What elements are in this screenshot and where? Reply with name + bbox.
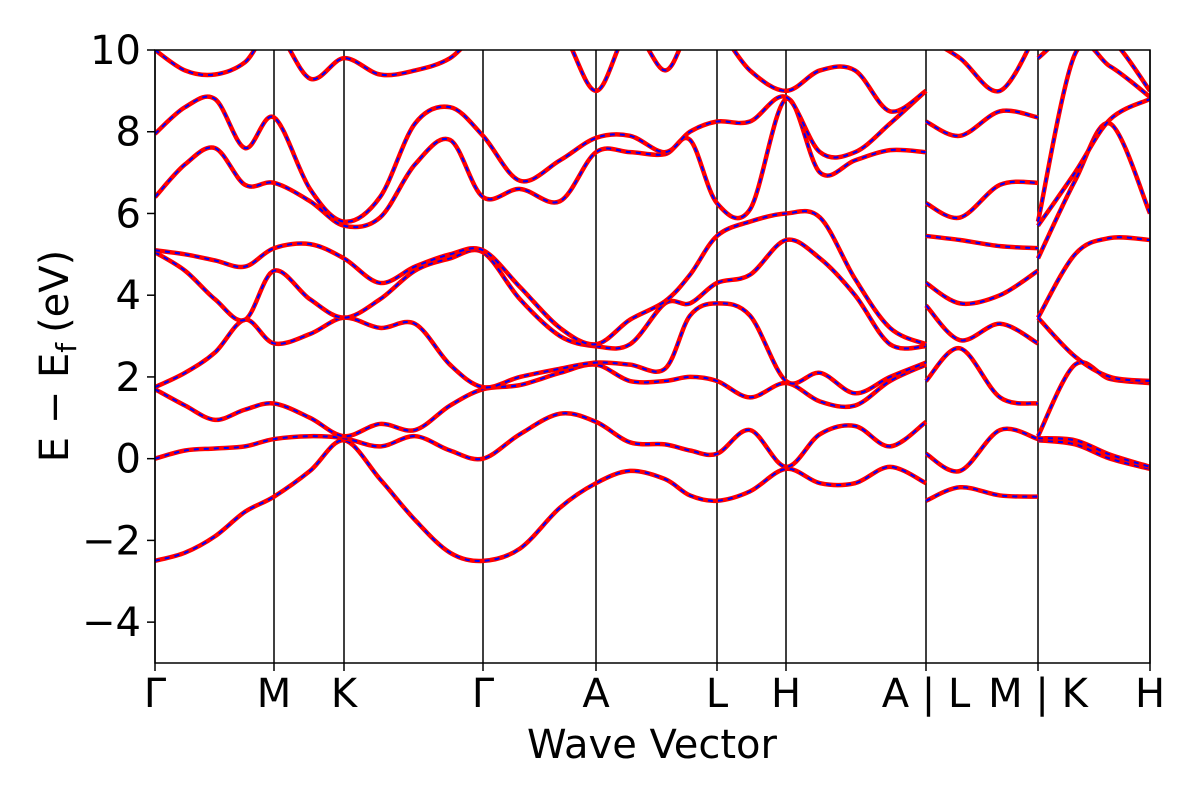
y-tick-label: 4 (116, 273, 141, 319)
x-tick-label: Γ (144, 671, 167, 717)
band-overlay (925, 109, 1039, 137)
band-line (1036, 235, 1150, 319)
band-overlay (1037, 50, 1150, 222)
band-overlay (925, 347, 1039, 405)
x-tick-label: L (706, 671, 729, 717)
band-line (155, 438, 928, 564)
y-tick-label: 2 (116, 355, 141, 401)
band-overlay (155, 439, 927, 562)
band-overlay (155, 302, 927, 395)
band-line (1037, 438, 1150, 472)
band-layer (155, 50, 1150, 564)
band-overlay (155, 50, 927, 113)
y-label-main: E − E (32, 353, 78, 463)
y-label-unit: (eV) (32, 250, 78, 333)
y-tick-label: −4 (82, 600, 141, 646)
band-line (1035, 50, 1150, 223)
band-line (924, 426, 1039, 474)
band-overlay (1037, 98, 1150, 227)
grid-layer (154, 50, 1151, 663)
band-line (924, 179, 1039, 221)
band-overlay (155, 90, 927, 223)
band-line (155, 237, 927, 351)
band-overlay (925, 304, 1039, 345)
band-overlay (155, 412, 927, 468)
band-line (924, 303, 1040, 346)
band-line (155, 411, 928, 470)
band-line (924, 268, 1040, 307)
x-tick-label: A (582, 671, 610, 717)
band-overlay (155, 238, 927, 350)
band-line (925, 485, 1039, 503)
band-overlay (925, 180, 1039, 219)
band-overlay (1037, 316, 1150, 383)
x-tick-label: H (771, 671, 801, 717)
y-tick-label: 6 (116, 191, 141, 237)
y-axis-label: E − Ef (eV) (32, 250, 83, 463)
band-overlay (925, 269, 1039, 305)
x-tick-label: K (331, 671, 359, 717)
x-tick-label: M (257, 671, 292, 717)
plot-frame (154, 49, 1151, 664)
x-axis-label: Wave Vector (527, 722, 778, 768)
band-overlay (1037, 236, 1150, 319)
x-tick-label: A | L (882, 671, 971, 717)
y-tick-label: −2 (82, 518, 141, 564)
band-overlay (155, 210, 927, 346)
band-overlay (925, 234, 1039, 250)
x-tick-label: M | K (988, 671, 1089, 717)
y-label-sub: f (50, 342, 83, 353)
y-tick-label: 0 (116, 437, 141, 483)
x-tick-label: Γ (472, 671, 495, 717)
x-tick-label: H (1135, 671, 1165, 717)
band-line (155, 50, 928, 114)
band-line (1036, 316, 1150, 384)
band-overlay (1037, 361, 1150, 437)
band-line (925, 233, 1039, 251)
y-tick-label: 10 (90, 28, 141, 74)
band-overlay (1037, 50, 1150, 92)
band-line (1037, 435, 1150, 469)
band-overlay (945, 50, 1029, 93)
y-tick-label: 8 (116, 110, 141, 156)
band-line (155, 208, 927, 347)
